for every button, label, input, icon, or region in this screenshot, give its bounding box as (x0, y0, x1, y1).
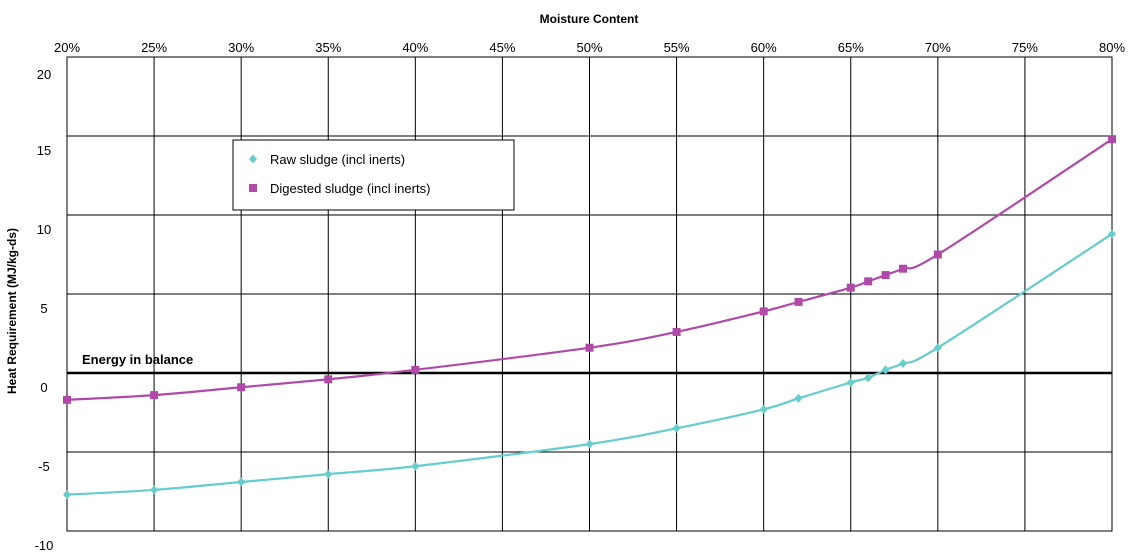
x-tick-labels: 20% 25% 30% 35% 40% 45% 50% 55% 60% 65% 70% 75% 80% (54, 40, 1125, 55)
y-tick-label: 10 (37, 222, 51, 237)
data-point (881, 271, 890, 280)
data-point (237, 383, 246, 392)
data-point (585, 439, 594, 449)
series-1 (63, 135, 1116, 404)
x-tick-label: 30% (228, 40, 254, 55)
x-tick-label: 70% (925, 40, 951, 55)
data-point (864, 373, 873, 383)
legend-label-1: Digested sludge (incl inerts) (270, 181, 430, 196)
x-tick-label: 40% (402, 40, 428, 55)
series-0 (63, 229, 1116, 500)
data-point (63, 490, 71, 500)
data-point (864, 277, 873, 286)
y-axis-label: Heat Requirement (MJ/kg-ds) (5, 228, 19, 394)
energy-balance-annotation: Energy in balance (82, 352, 193, 367)
series-layer (63, 135, 1116, 500)
data-point (759, 307, 768, 316)
data-point (794, 393, 803, 403)
y-tick-label: 5 (40, 301, 47, 316)
chart-title: Moisture Content (540, 12, 639, 26)
data-point (794, 297, 803, 306)
data-point (324, 375, 333, 384)
legend-marker-1 (249, 184, 257, 192)
data-point (933, 343, 942, 353)
grid (66, 56, 1113, 532)
x-tick-label: 35% (315, 40, 341, 55)
data-point (150, 485, 159, 495)
data-point (150, 391, 159, 400)
data-point (846, 283, 855, 292)
x-tick-label: 65% (838, 40, 864, 55)
legend-label-0: Raw sludge (incl inerts) (270, 152, 405, 167)
data-point (237, 477, 246, 487)
y-tick-label: 20 (37, 67, 51, 82)
data-point (63, 395, 71, 404)
legend: Raw sludge (incl inerts) Digested sludge … (232, 139, 515, 211)
x-tick-label: 60% (751, 40, 777, 55)
data-point (324, 469, 333, 479)
legend-marker-0 (249, 154, 257, 164)
x-tick-label: 50% (576, 40, 602, 55)
y-tick-label: 0 (40, 380, 47, 395)
x-tick-label: 20% (54, 40, 80, 55)
data-point (1108, 135, 1116, 144)
x-tick-label: 25% (141, 40, 167, 55)
data-point (1108, 229, 1116, 239)
data-point (411, 461, 420, 471)
data-point (672, 423, 681, 433)
y-tick-labels: 20 15 10 5 0 -5 -10 (35, 67, 54, 553)
x-tick-label: 75% (1012, 40, 1038, 55)
data-point (933, 250, 942, 259)
y-tick-label: -10 (35, 538, 54, 553)
x-tick-label: 55% (664, 40, 690, 55)
data-point (846, 377, 855, 387)
y-tick-label: 15 (37, 143, 51, 158)
x-tick-label: 45% (489, 40, 515, 55)
data-point (759, 404, 768, 414)
data-point (899, 264, 907, 273)
data-point (672, 327, 681, 336)
data-point (899, 359, 907, 369)
x-tick-label: 80% (1099, 40, 1125, 55)
y-tick-label: -5 (38, 459, 50, 474)
legend-box (232, 139, 515, 211)
data-point (585, 343, 594, 352)
data-point (411, 365, 420, 374)
data-point (881, 365, 890, 375)
